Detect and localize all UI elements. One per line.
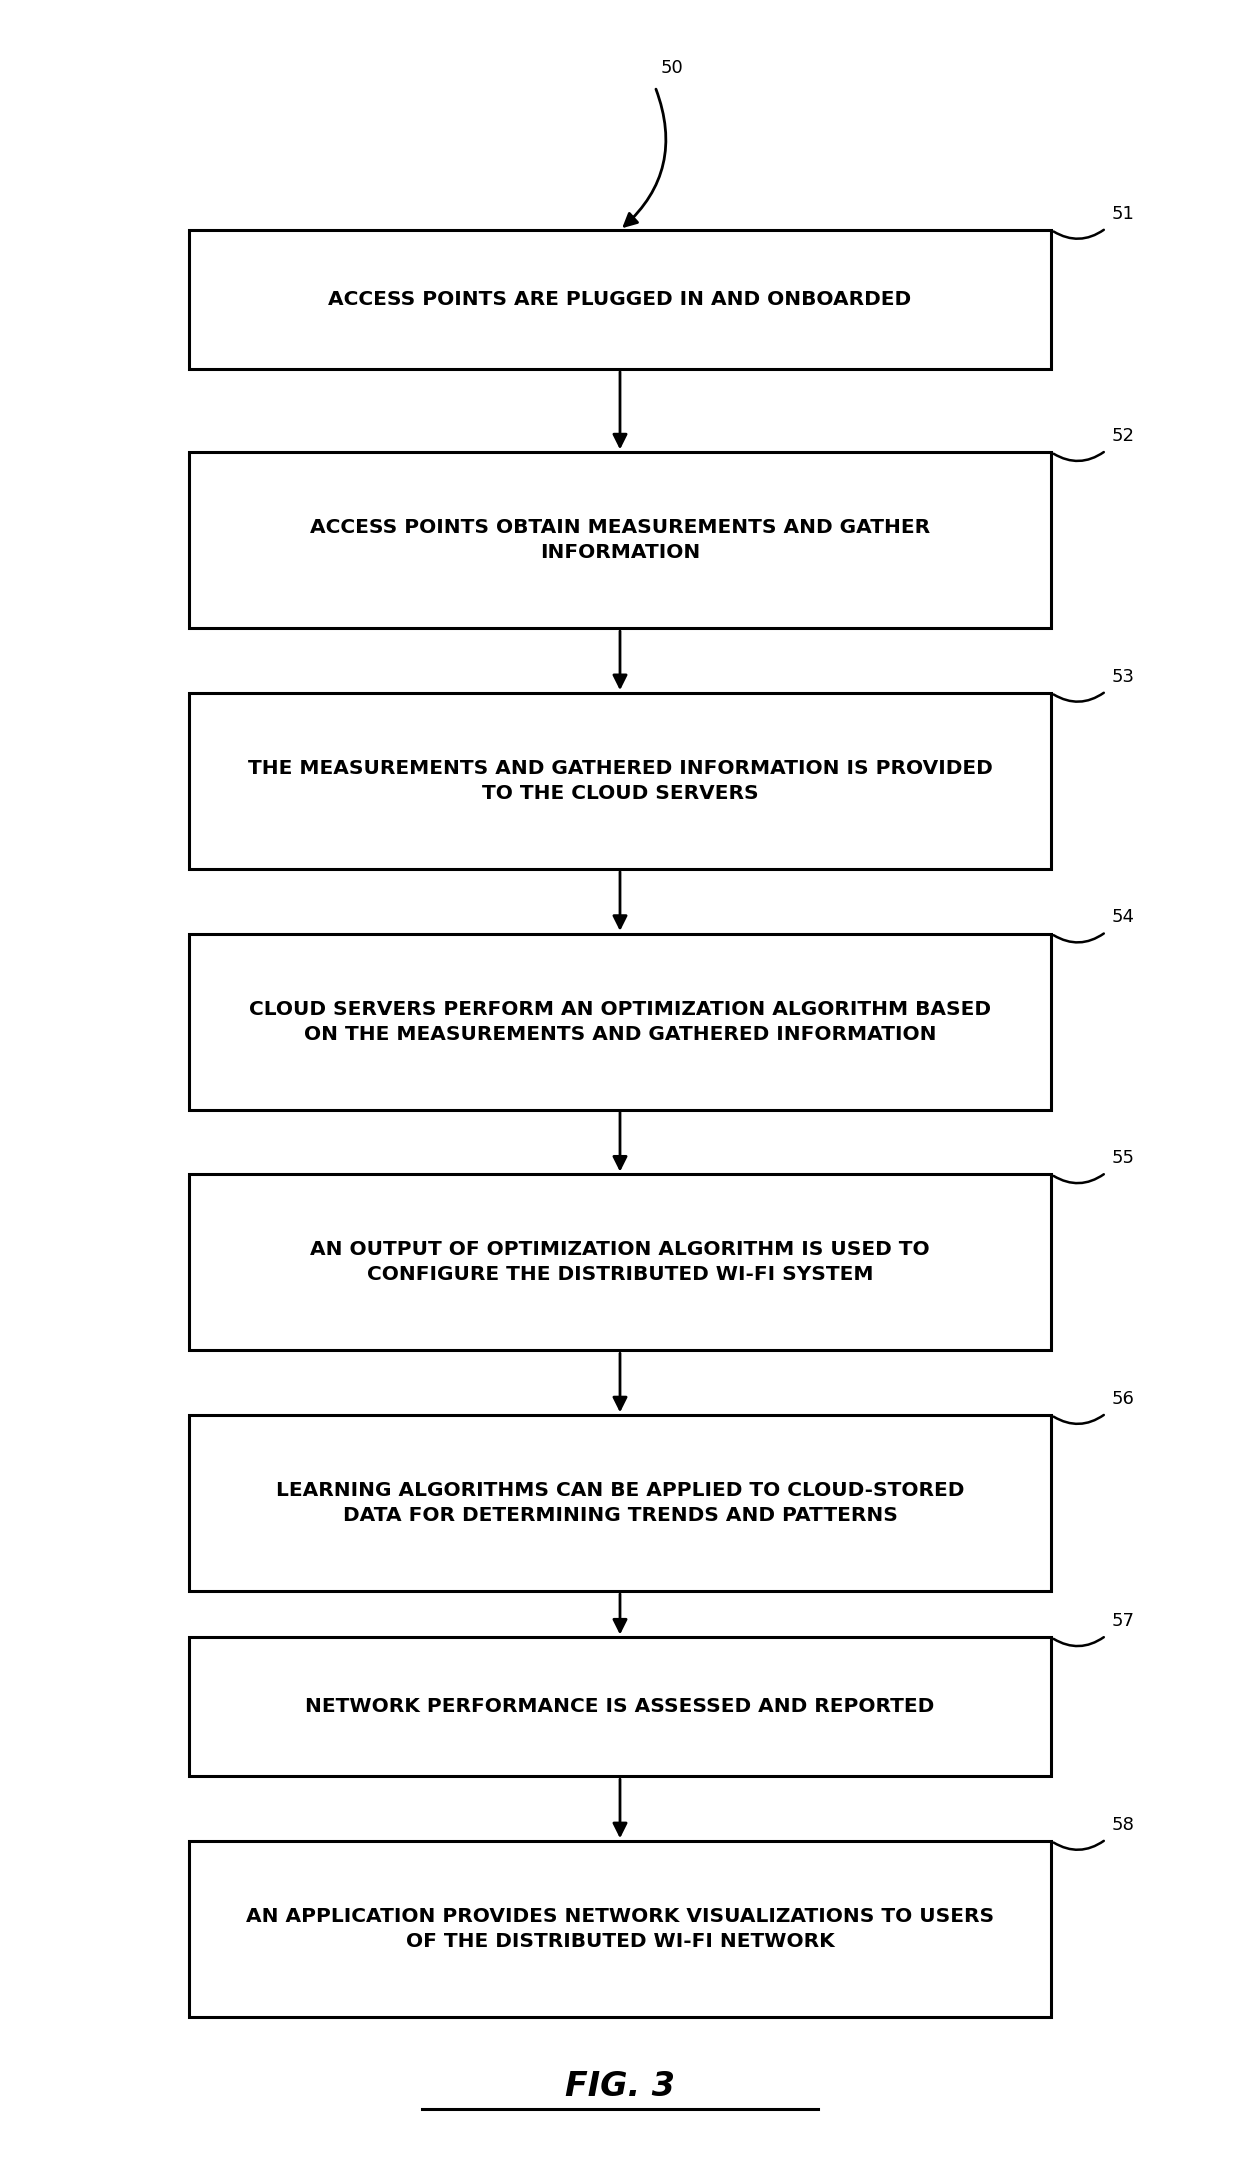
Text: 54: 54 — [1112, 908, 1135, 926]
Text: NETWORK PERFORMANCE IS ASSESSED AND REPORTED: NETWORK PERFORMANCE IS ASSESSED AND REPO… — [305, 1697, 935, 1717]
FancyBboxPatch shape — [188, 230, 1052, 369]
FancyBboxPatch shape — [188, 452, 1052, 628]
Text: 53: 53 — [1112, 667, 1135, 687]
Text: CLOUD SERVERS PERFORM AN OPTIMIZATION ALGORITHM BASED
ON THE MEASUREMENTS AND GA: CLOUD SERVERS PERFORM AN OPTIMIZATION AL… — [249, 1000, 991, 1043]
Text: 50: 50 — [661, 59, 683, 78]
Text: 58: 58 — [1112, 1817, 1135, 1834]
Text: FIG. 3: FIG. 3 — [565, 2071, 675, 2103]
FancyBboxPatch shape — [188, 1841, 1052, 2017]
FancyBboxPatch shape — [188, 1173, 1052, 1349]
FancyBboxPatch shape — [188, 1415, 1052, 1591]
Text: 56: 56 — [1112, 1391, 1135, 1408]
FancyBboxPatch shape — [188, 1638, 1052, 1775]
FancyBboxPatch shape — [188, 693, 1052, 869]
Text: 55: 55 — [1112, 1150, 1135, 1167]
Text: THE MEASUREMENTS AND GATHERED INFORMATION IS PROVIDED
TO THE CLOUD SERVERS: THE MEASUREMENTS AND GATHERED INFORMATIO… — [248, 758, 992, 804]
FancyBboxPatch shape — [188, 934, 1052, 1110]
Text: ACCESS POINTS ARE PLUGGED IN AND ONBOARDED: ACCESS POINTS ARE PLUGGED IN AND ONBOARD… — [329, 289, 911, 309]
Text: 52: 52 — [1112, 426, 1135, 445]
Text: 51: 51 — [1112, 204, 1135, 222]
Text: LEARNING ALGORITHMS CAN BE APPLIED TO CLOUD-STORED
DATA FOR DETERMINING TRENDS A: LEARNING ALGORITHMS CAN BE APPLIED TO CL… — [275, 1482, 965, 1525]
Text: AN OUTPUT OF OPTIMIZATION ALGORITHM IS USED TO
CONFIGURE THE DISTRIBUTED WI-FI S: AN OUTPUT OF OPTIMIZATION ALGORITHM IS U… — [310, 1241, 930, 1284]
Text: 57: 57 — [1112, 1612, 1135, 1630]
Text: AN APPLICATION PROVIDES NETWORK VISUALIZATIONS TO USERS
OF THE DISTRIBUTED WI-FI: AN APPLICATION PROVIDES NETWORK VISUALIZ… — [246, 1908, 994, 1951]
Text: ACCESS POINTS OBTAIN MEASUREMENTS AND GATHER
INFORMATION: ACCESS POINTS OBTAIN MEASUREMENTS AND GA… — [310, 517, 930, 563]
